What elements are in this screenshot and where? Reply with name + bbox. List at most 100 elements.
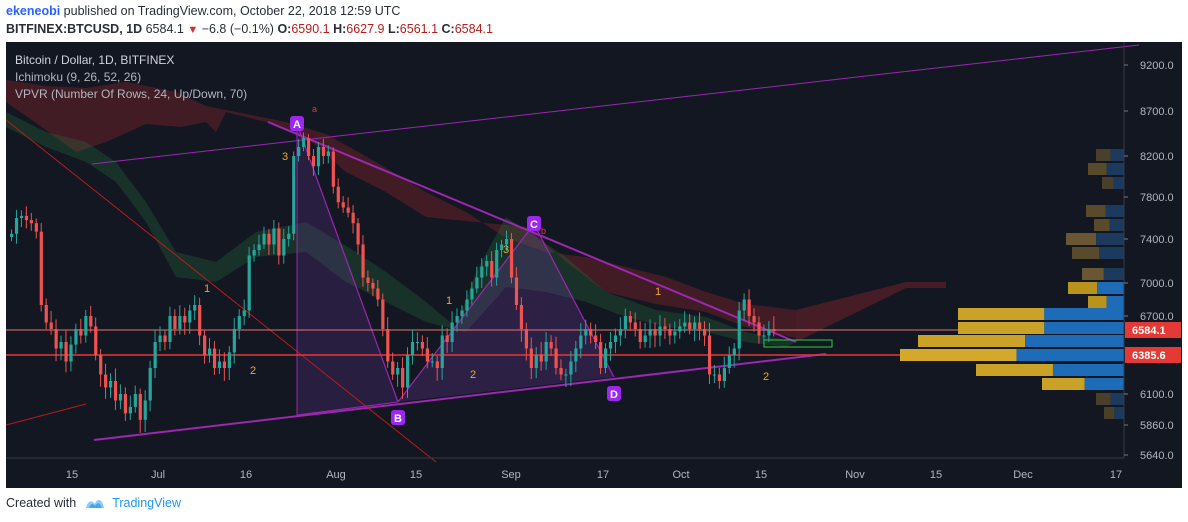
candle-body	[509, 239, 514, 278]
publisher-username[interactable]: ekeneobi	[6, 4, 61, 18]
candle-body	[574, 348, 578, 362]
candle-body	[643, 335, 647, 342]
price-tick-label: 5860.0	[1140, 420, 1174, 432]
tradingview-brand[interactable]: TradingView	[112, 496, 181, 510]
candle-body	[311, 156, 316, 167]
wave-labels: 3 1 2 1 2 3 1 2 a b	[204, 104, 769, 383]
candle-body	[356, 223, 360, 245]
open-label: O:	[277, 22, 292, 36]
candle-body	[445, 335, 449, 342]
candle-body	[99, 355, 103, 375]
volume-bar-down	[1096, 149, 1111, 161]
candle-body	[351, 212, 355, 224]
price-chart[interactable]: A B C D 3 1 2 1 2 3 1 2 a b 9200.0 8700.0 8200.0 7800.0…	[5, 42, 1182, 488]
candle-body	[104, 374, 108, 388]
created-with-label: Created with	[6, 496, 77, 510]
price-label-box	[1125, 347, 1181, 363]
candle-body	[366, 277, 370, 283]
price-label-box	[1125, 322, 1181, 338]
candle-body	[84, 316, 88, 336]
candle-body	[524, 329, 528, 349]
indicator-vpvr[interactable]: VPVR (Number Of Rows, 24, Up/Down, 70)	[15, 87, 247, 101]
candle-body	[554, 348, 558, 368]
candle-body	[10, 233, 14, 237]
time-tick-label: 15	[66, 469, 78, 481]
candle-body	[613, 335, 618, 342]
candle-body	[153, 342, 157, 368]
candle-body	[143, 400, 147, 420]
candle-body	[178, 316, 182, 329]
high-label: H:	[333, 22, 347, 36]
volume-bar-down	[958, 322, 1045, 334]
candle-body	[341, 202, 345, 208]
volume-bar-down	[1096, 393, 1111, 405]
volume-bar-up	[1113, 177, 1124, 189]
candle-body	[673, 331, 677, 336]
candle-body	[455, 316, 459, 323]
candle-body	[727, 355, 731, 368]
candle-body	[732, 348, 736, 355]
close-value: 6584.1	[454, 22, 493, 36]
wave-label: 2	[250, 365, 256, 377]
volume-bar-down	[1104, 407, 1115, 419]
candle-body	[668, 329, 672, 336]
tradingview-logo-icon[interactable]	[84, 496, 106, 510]
low-label: L:	[387, 22, 400, 36]
candle-body	[628, 316, 632, 323]
candle-body	[212, 348, 217, 368]
volume-bar-down	[1102, 177, 1114, 189]
candle-body	[584, 329, 588, 336]
candle-body	[346, 207, 350, 213]
candle-body	[123, 394, 128, 414]
pattern-point-marker	[607, 386, 621, 401]
candle-body	[128, 406, 132, 414]
low-value: 6561.1	[399, 22, 439, 36]
volume-bar-up	[1044, 322, 1124, 334]
volume-bar-down	[900, 349, 1017, 361]
candle-body	[79, 329, 83, 336]
candle-body	[688, 322, 692, 329]
candle-body	[608, 342, 613, 349]
candle-body	[564, 374, 568, 376]
pattern-point-marker	[290, 116, 304, 131]
candle-body	[707, 335, 712, 375]
candle-body	[321, 147, 326, 156]
candle-body	[742, 299, 746, 311]
chart-area[interactable]: A B C D 3 1 2 1 2 3 1 2 a b 9200.0 8700.0 8200.0 7800.0…	[5, 42, 1182, 488]
pattern-point-label: B	[394, 413, 402, 425]
candle-body	[247, 255, 251, 311]
candle-body	[440, 335, 444, 368]
time-tick-label: 15	[755, 469, 767, 481]
time-axis[interactable]: 15 Jul 16 Aug 15 Sep 17 Oct 15 Nov 15 Dec 17	[66, 469, 1122, 481]
wave-label: 2	[470, 369, 476, 381]
candle-body	[737, 310, 741, 349]
time-tick-label: 16	[240, 469, 252, 481]
candle-body	[64, 342, 68, 362]
volume-bar-down	[1072, 247, 1100, 259]
candle-body	[227, 352, 231, 368]
candle-body	[242, 310, 246, 316]
candle-body	[267, 233, 271, 245]
candle-body	[44, 305, 48, 323]
price-change: −6.8 (−0.1%)	[201, 22, 274, 36]
candle-body	[623, 316, 627, 329]
candle-body	[188, 310, 192, 323]
candle-body	[287, 233, 291, 239]
candle-body	[638, 329, 642, 342]
price-axis[interactable]: 9200.0 8700.0 8200.0 7800.0 7400.0 7000.0 6700…	[1124, 60, 1174, 462]
indicator-ichimoku[interactable]: Ichimoku (9, 26, 52, 26)	[15, 70, 141, 84]
price-tick-label: 7000.0	[1140, 278, 1174, 290]
pattern-point-marker	[391, 410, 405, 425]
candle-body	[772, 329, 776, 332]
candle-body	[519, 305, 524, 329]
price-tick-label: 6100.0	[1140, 389, 1174, 401]
pattern-point-label: D	[610, 389, 618, 401]
candle-body	[420, 342, 425, 349]
candle-body	[297, 147, 301, 156]
candle-body	[401, 368, 405, 388]
candle-body	[237, 316, 241, 329]
candle-body	[480, 266, 484, 278]
wave-label: 1	[446, 295, 452, 307]
candle-body	[539, 355, 543, 362]
volume-bar-down	[1068, 282, 1098, 294]
